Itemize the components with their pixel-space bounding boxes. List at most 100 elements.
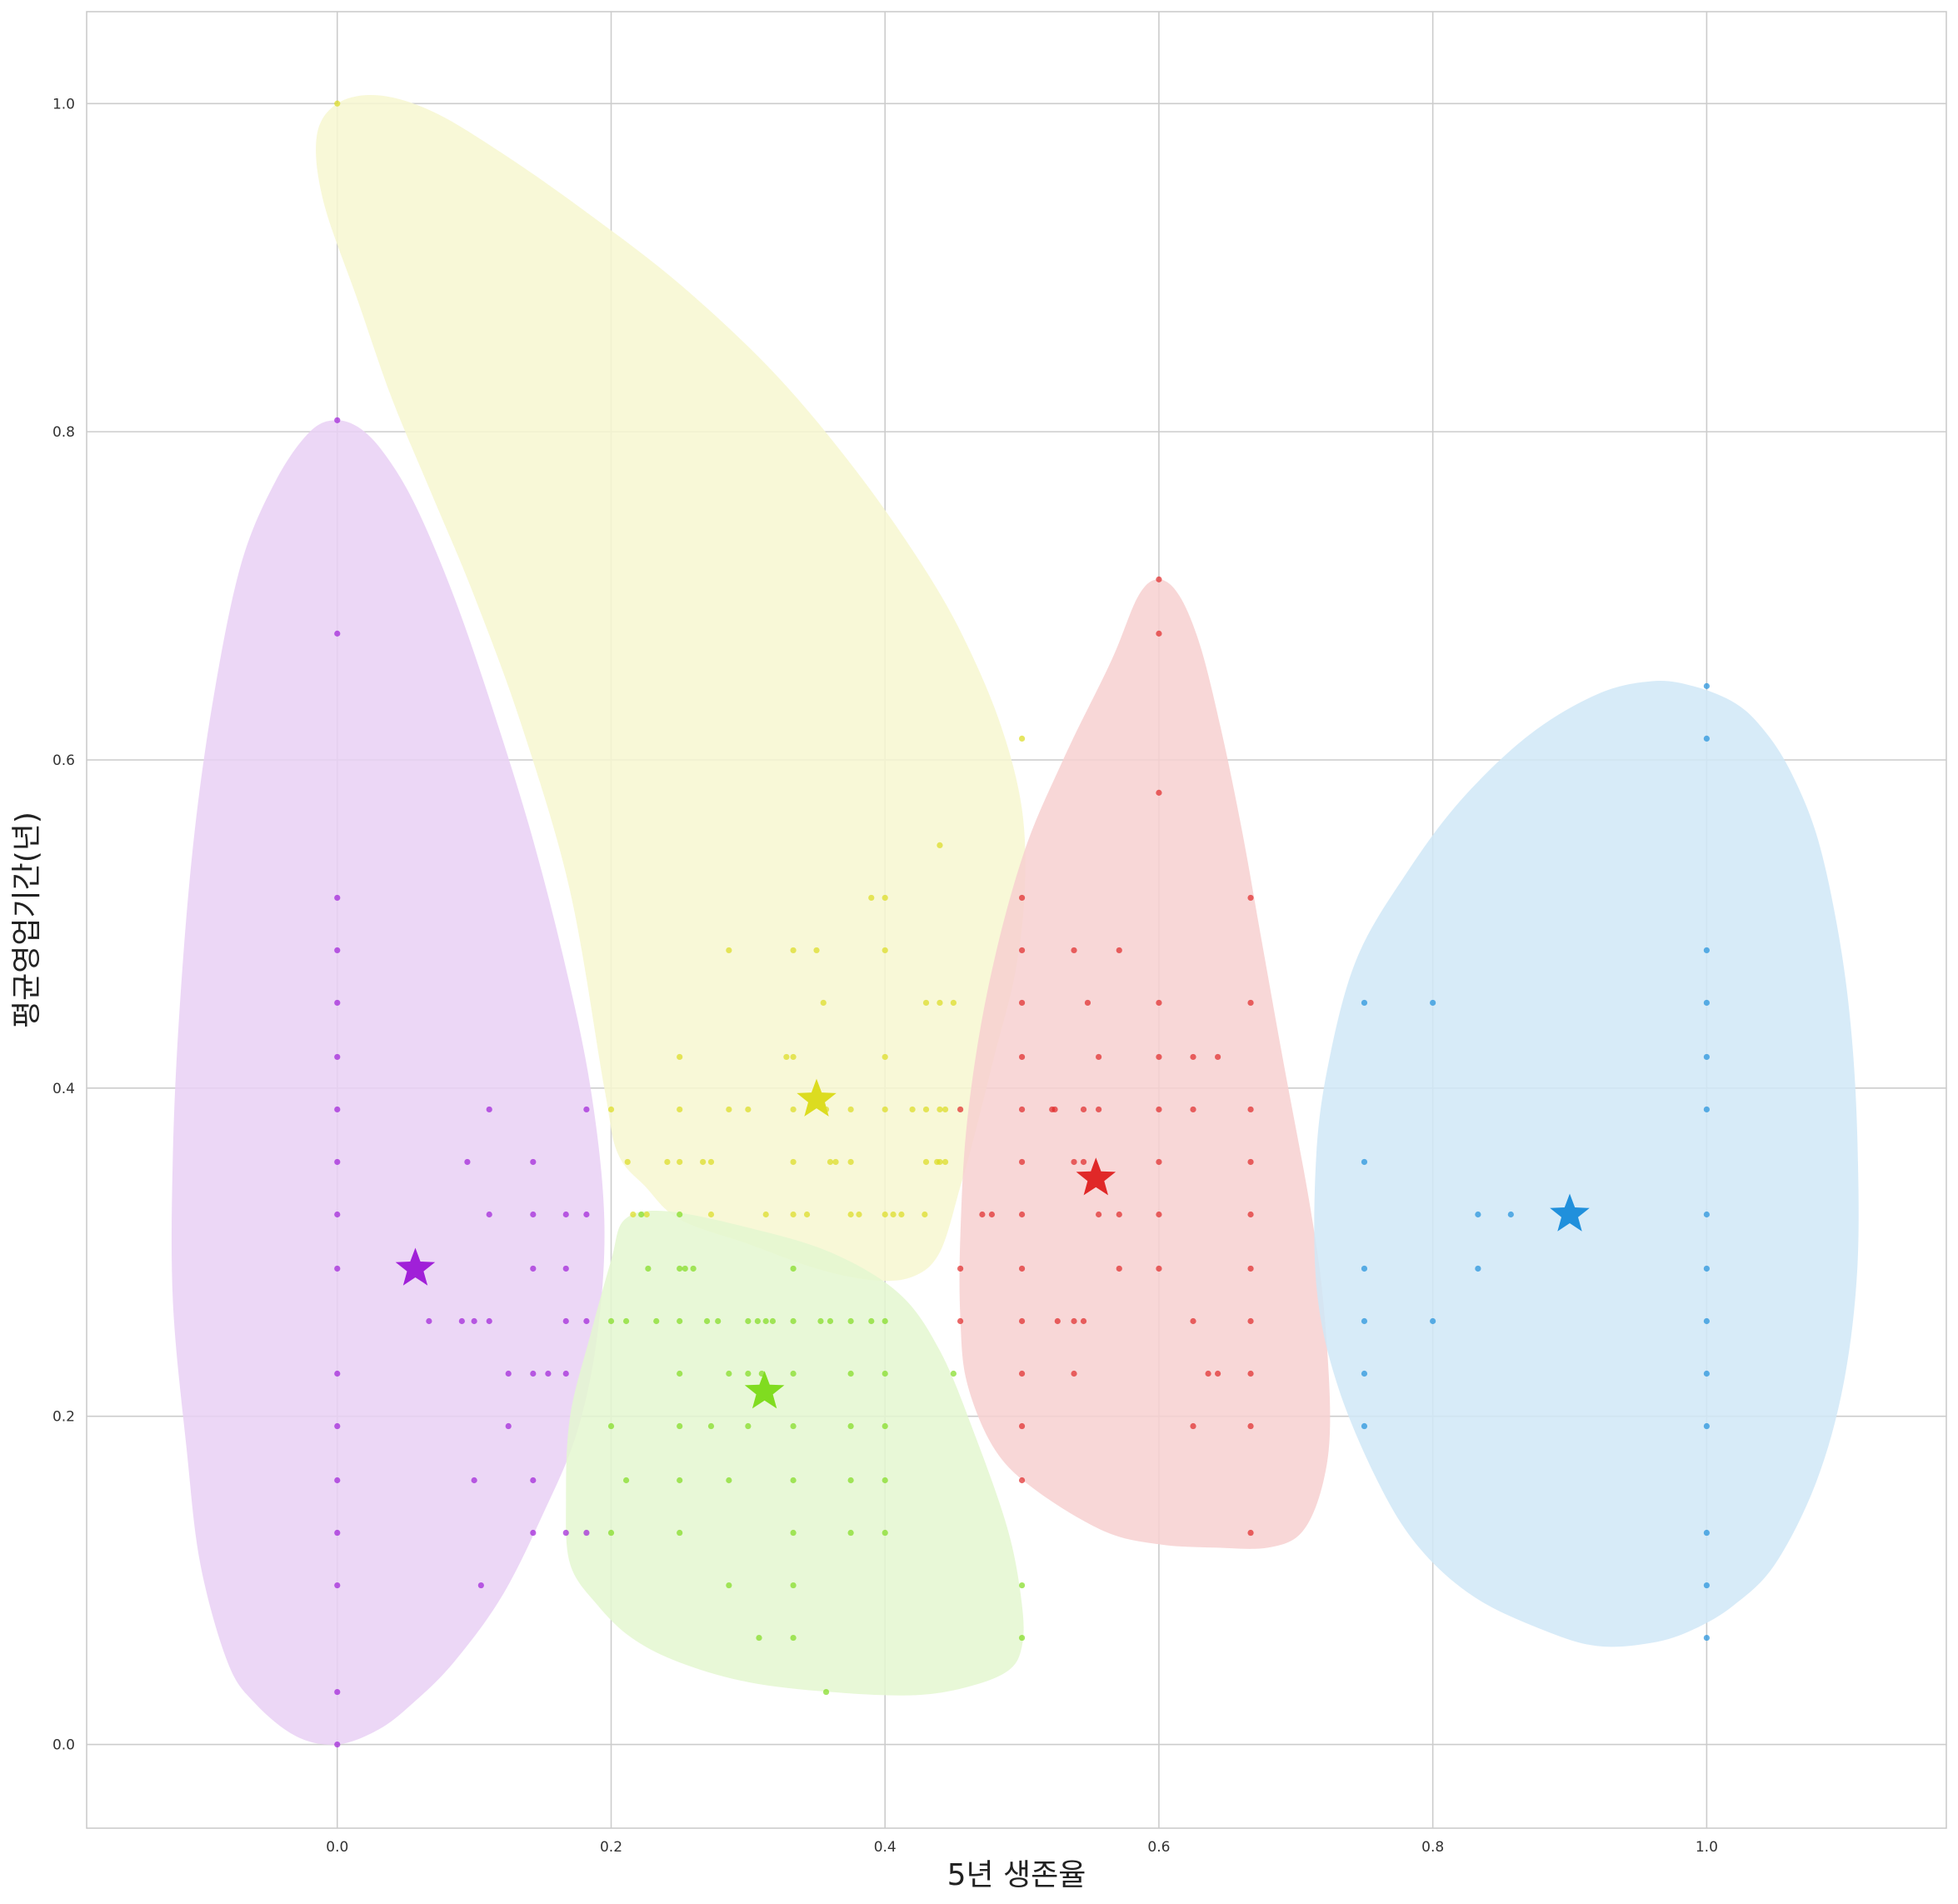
data-point bbox=[1190, 1422, 1196, 1430]
data-point bbox=[1703, 1370, 1710, 1377]
data-point bbox=[334, 1053, 341, 1061]
data-point bbox=[979, 1211, 986, 1218]
data-point bbox=[677, 1529, 683, 1537]
data-point bbox=[922, 999, 930, 1007]
data-point bbox=[1018, 999, 1026, 1007]
data-point bbox=[1156, 1265, 1162, 1272]
y-tick-label: 0.2 bbox=[52, 1409, 75, 1426]
data-point bbox=[790, 1634, 797, 1642]
data-point bbox=[817, 1317, 824, 1325]
data-point bbox=[1018, 947, 1026, 954]
data-point bbox=[832, 1158, 839, 1166]
data-point bbox=[486, 1211, 492, 1218]
centroid-star bbox=[1550, 1193, 1590, 1232]
data-point bbox=[790, 1422, 797, 1430]
data-point bbox=[898, 1211, 905, 1218]
data-point bbox=[653, 1317, 660, 1325]
data-point bbox=[1205, 1370, 1211, 1377]
data-point bbox=[638, 1211, 645, 1218]
data-point bbox=[1507, 1211, 1514, 1218]
data-point bbox=[583, 1317, 590, 1325]
data-point bbox=[1361, 999, 1368, 1007]
data-point bbox=[1247, 1370, 1254, 1377]
data-point bbox=[790, 1477, 797, 1484]
data-point bbox=[950, 1370, 957, 1377]
data-point bbox=[530, 1158, 537, 1166]
data-point bbox=[607, 1422, 615, 1430]
data-point bbox=[1018, 1265, 1026, 1272]
data-point bbox=[882, 1370, 888, 1377]
data-point bbox=[1247, 1265, 1254, 1272]
data-point bbox=[890, 1211, 897, 1218]
data-point bbox=[334, 947, 341, 954]
data-point bbox=[707, 1422, 715, 1430]
data-point bbox=[937, 1158, 943, 1166]
data-point bbox=[607, 1317, 615, 1325]
data-point bbox=[1084, 999, 1091, 1007]
data-point bbox=[334, 630, 341, 637]
y-tick-label: 0.6 bbox=[52, 752, 75, 769]
centroid-star bbox=[797, 1078, 837, 1117]
data-point bbox=[790, 1053, 797, 1061]
centroid-star bbox=[744, 1371, 785, 1409]
data-point bbox=[1116, 947, 1122, 954]
data-point bbox=[937, 999, 943, 1007]
data-point bbox=[1018, 1582, 1026, 1589]
data-point bbox=[882, 1317, 888, 1325]
data-point bbox=[1018, 1158, 1026, 1166]
data-point bbox=[783, 1053, 790, 1061]
data-point bbox=[820, 999, 827, 1007]
y-tick-labels: 0.0 0.2 0.4 0.6 0.8 1.0 bbox=[52, 96, 75, 1753]
data-point bbox=[1703, 1422, 1710, 1430]
x-tick-label: 1.0 bbox=[1696, 1839, 1718, 1856]
data-point bbox=[1430, 999, 1436, 1007]
x-axis-label: 5년 생존율 bbox=[947, 1858, 1086, 1892]
data-point bbox=[1247, 1529, 1254, 1537]
data-point bbox=[690, 1265, 697, 1272]
cluster-region-2 bbox=[566, 1210, 1024, 1696]
data-point bbox=[562, 1529, 569, 1537]
data-point bbox=[1703, 947, 1710, 954]
data-point bbox=[715, 1317, 722, 1325]
data-point bbox=[790, 1582, 797, 1589]
data-point bbox=[1080, 1158, 1087, 1166]
cluster-region-3 bbox=[959, 579, 1331, 1549]
data-point bbox=[1190, 1317, 1196, 1325]
data-point bbox=[607, 1106, 615, 1113]
data-point bbox=[827, 1317, 834, 1325]
data-point bbox=[334, 894, 341, 902]
data-point bbox=[530, 1370, 537, 1377]
data-point bbox=[909, 1106, 916, 1113]
data-point bbox=[1018, 1477, 1026, 1484]
data-point bbox=[622, 1317, 630, 1325]
data-point bbox=[1156, 1106, 1162, 1113]
data-point bbox=[1018, 735, 1026, 742]
data-point bbox=[1096, 1053, 1102, 1061]
x-tick-label: 0.2 bbox=[600, 1839, 622, 1856]
data-point bbox=[1096, 1211, 1102, 1218]
cluster-region-0 bbox=[171, 420, 605, 1745]
data-point bbox=[922, 1106, 930, 1113]
data-point bbox=[1703, 1634, 1710, 1642]
x-tick-label: 0.0 bbox=[326, 1839, 348, 1856]
data-point bbox=[645, 1265, 652, 1272]
data-point bbox=[756, 1634, 762, 1642]
y-tick-label: 0.4 bbox=[52, 1081, 75, 1097]
data-point bbox=[868, 894, 875, 902]
data-point bbox=[790, 1211, 797, 1218]
data-point bbox=[882, 1529, 888, 1537]
data-point bbox=[803, 1211, 811, 1218]
data-point bbox=[562, 1370, 569, 1377]
data-point bbox=[1156, 576, 1162, 582]
data-point bbox=[882, 1053, 888, 1061]
data-point bbox=[471, 1477, 477, 1484]
data-point bbox=[334, 1265, 341, 1272]
x-tick-label: 0.6 bbox=[1147, 1839, 1170, 1856]
data-point bbox=[1156, 999, 1162, 1007]
data-point bbox=[707, 1211, 715, 1218]
data-point bbox=[1051, 1106, 1058, 1113]
data-point bbox=[677, 1422, 683, 1430]
data-point bbox=[922, 1211, 928, 1218]
data-point bbox=[562, 1265, 569, 1272]
data-point bbox=[464, 1158, 471, 1166]
